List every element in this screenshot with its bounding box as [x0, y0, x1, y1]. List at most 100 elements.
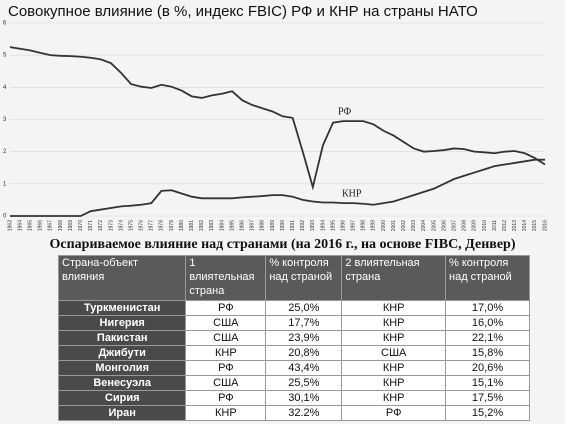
table-cell: КНР — [341, 300, 447, 316]
x-tick-label: 2006 — [441, 220, 447, 231]
table-cell: 17,0% — [445, 300, 530, 316]
x-tick-label: 2015 — [532, 220, 538, 231]
x-tick-label: 1969 — [68, 220, 74, 231]
x-tick-label: 1991 — [290, 220, 296, 231]
table-cell: 16,0% — [445, 315, 530, 331]
header-cell: 1 влиятельная страна — [185, 255, 267, 301]
table-cell: КНР — [185, 345, 267, 361]
table-cell: 15,2% — [445, 405, 530, 421]
x-tick-label: 1980 — [179, 220, 185, 231]
table-row: Пакистан США 23,9% КНР 22,1% — [57, 330, 530, 346]
table-cell: 20,6% — [445, 360, 530, 376]
series-label: РФ — [338, 106, 351, 117]
table-cell: 43,4% — [265, 360, 343, 376]
table-cell: 22,1% — [445, 330, 530, 346]
x-tick-label: 1989 — [270, 220, 276, 231]
x-tick-label: 2002 — [401, 220, 407, 231]
line-series — [9, 46, 546, 191]
x-tick-label: 1990 — [280, 220, 286, 231]
table-row: Нигерия США 17,7% КНР 16,0% — [57, 315, 530, 331]
table-cell: США — [185, 330, 267, 346]
x-tick-label: 1987 — [250, 220, 256, 231]
x-tick-label: 1981 — [189, 220, 195, 231]
line-series — [10, 158, 545, 217]
x-tick-label: 2007 — [451, 220, 457, 231]
x-tick-label: 1972 — [98, 220, 104, 231]
series-label: КНР — [342, 188, 362, 199]
table-cell: 15,1% — [445, 375, 530, 391]
table-row: Сирия РФ 30,1% КНР 17,5% — [57, 390, 530, 406]
y-tick-label: 0 — [3, 214, 7, 220]
country-cell: Венесуэла — [57, 375, 187, 391]
table-cell: РФ — [185, 300, 267, 316]
table-cell: 15,8% — [445, 345, 530, 361]
x-tick-label: 1970 — [78, 220, 84, 231]
table-cell: 25,5% — [265, 375, 343, 391]
x-tick-label: 2009 — [472, 220, 478, 231]
table-cell: КНР — [341, 360, 447, 376]
x-tick-label: 1993 — [310, 220, 316, 231]
table-cell: США — [185, 375, 267, 391]
table-cell: КНР — [341, 315, 447, 331]
x-tick-label: 1965 — [28, 220, 34, 231]
country-cell: Джибути — [57, 345, 187, 361]
header-row: Страна-объект влияния 1 влиятельная стран… — [57, 255, 530, 301]
y-tick-label: 4 — [3, 85, 7, 91]
country-cell: Иран — [57, 405, 187, 421]
header-cell: % контроля над страной — [445, 255, 530, 301]
table-cell: 32.2% — [265, 405, 343, 421]
table-cell: 17,5% — [445, 390, 530, 406]
header-cell: 2 влиятельная страна — [341, 255, 447, 301]
country-cell: Нигерия — [57, 315, 187, 331]
x-tick-label: 1988 — [260, 220, 266, 231]
table-cell: США — [341, 345, 447, 361]
table-cell: РФ — [341, 405, 447, 421]
table-cell: 25,0% — [265, 300, 343, 316]
x-tick-label: 1997 — [351, 220, 357, 231]
x-tick-label: 1995 — [330, 220, 336, 231]
y-tick-label: 5 — [3, 53, 7, 59]
chart: Совокупное влияние (в %, индекс FBIC) РФ… — [3, 3, 548, 231]
country-cell: Туркменистан — [57, 300, 187, 316]
table-title: Оспариваемое влияние над странами (на 20… — [49, 237, 516, 252]
x-tick-label: 1976 — [139, 220, 145, 231]
x-tick-label: 1999 — [371, 220, 377, 231]
x-tick-label: 2001 — [391, 220, 397, 231]
x-tick-label: 1986 — [239, 220, 245, 231]
x-tick-label: 1968 — [58, 220, 64, 231]
x-tick-label: 1992 — [300, 220, 306, 231]
chart-title: Совокупное влияние (в %, индекс FBIC) РФ… — [8, 3, 478, 20]
table-row: Венесуэла США 25,5% КНР 15,1% — [57, 375, 530, 391]
table-row: Монголия РФ 43,4% КНР 20,6% — [57, 360, 530, 376]
table-cell: КНР — [341, 390, 447, 406]
x-tick-label: 1983 — [209, 220, 215, 231]
y-tick-label: 6 — [3, 21, 7, 27]
header-cell: Страна-объект влияния — [57, 255, 187, 301]
x-tick-label: 1979 — [169, 220, 175, 231]
x-tick-label: 2008 — [462, 220, 468, 231]
table-row: Туркменистан РФ 25,0% КНР 17,0% — [57, 300, 530, 316]
x-tick-label: 2005 — [431, 220, 437, 231]
country-cell: Пакистан — [57, 330, 187, 346]
table-cell: КНР — [341, 330, 447, 346]
x-tick-label: 2011 — [492, 220, 498, 231]
table-cell: РФ — [185, 390, 267, 406]
table-cell: КНР — [341, 375, 447, 391]
table-cell: США — [185, 315, 267, 331]
x-tick-label: 2000 — [381, 220, 387, 231]
x-tick-label: 2013 — [512, 220, 518, 231]
x-tick-label: 1973 — [108, 220, 114, 231]
x-tick-label: 1982 — [199, 220, 205, 231]
table-cell: 17,7% — [265, 315, 343, 331]
y-tick-label: 1 — [3, 181, 7, 187]
table-row: Иран КНР 32.2% РФ 15,2% — [57, 405, 530, 421]
y-tick-label: 2 — [3, 149, 7, 155]
y-tick-label: 3 — [3, 117, 7, 123]
x-tick-label: 1963 — [7, 220, 13, 231]
x-tick-label: 1978 — [159, 220, 165, 231]
table-row: Джибути КНР 20,8% США 15,8% — [57, 345, 530, 361]
x-tick-label: 1975 — [128, 220, 134, 231]
x-tick-label: 1964 — [17, 220, 23, 231]
x-tick-label: 1998 — [361, 220, 367, 231]
